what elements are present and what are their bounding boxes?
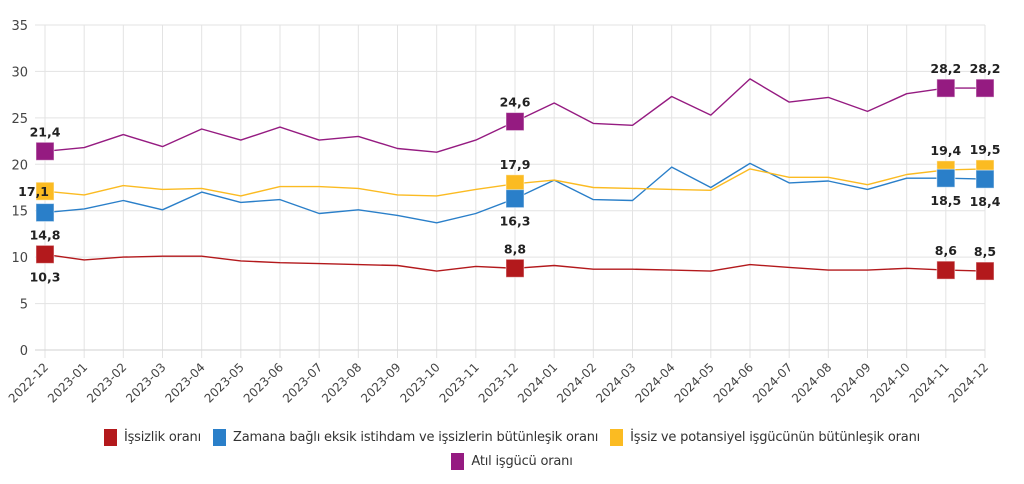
legend-item[interactable]: İşsizlik oranı	[103, 428, 201, 446]
data-label: 10,3	[30, 269, 61, 284]
x-tick-label: 2023-12	[476, 360, 521, 405]
data-label: 18,4	[970, 194, 1001, 209]
data-point-marker	[35, 181, 55, 201]
data-point-marker	[35, 141, 55, 161]
x-tick-label: 2022-12	[6, 360, 51, 405]
x-tick-label: 2024-06	[711, 360, 756, 405]
legend-row: İşsizlik oranı Zamana bağlı eksik istihda…	[0, 425, 1024, 449]
x-tick-label: 2024-11	[907, 360, 952, 405]
x-tick-label: 2023-01	[45, 360, 90, 405]
x-tick-label: 2024-02	[554, 360, 599, 405]
data-label: 17,9	[500, 157, 531, 172]
y-tick-label: 20	[11, 158, 28, 173]
data-label: 28,2	[970, 61, 1001, 76]
data-point-marker	[35, 203, 55, 223]
legend: İşsizlik oranı Zamana bağlı eksik istihda…	[0, 425, 1024, 473]
data-label: 14,8	[30, 228, 61, 243]
data-label: 17,1	[18, 184, 49, 199]
y-tick-label: 0	[20, 344, 28, 359]
data-point-marker	[975, 78, 995, 98]
x-axis: 2022-122023-012023-022023-032023-042023-…	[6, 360, 991, 405]
y-tick-label: 5	[20, 298, 28, 313]
y-tick-label: 25	[11, 112, 28, 127]
data-label: 19,4	[930, 143, 961, 158]
legend-label: İşsiz ve potansiyel işgücünün bütünleşik…	[630, 429, 921, 445]
data-point-marker	[35, 244, 55, 264]
legend-label: Atıl işgücü oranı	[471, 453, 573, 469]
data-point-marker	[505, 189, 525, 209]
legend-row: Atıl işgücü oranı	[0, 449, 1024, 473]
x-tick-label: 2024-05	[672, 360, 717, 405]
data-point-marker	[936, 78, 956, 98]
x-tick-label: 2023-09	[358, 360, 403, 405]
legend-item[interactable]: Zamana bağlı eksik istihdam ve işsizleri…	[212, 428, 599, 446]
legend-label: Zamana bağlı eksik istihdam ve işsizleri…	[232, 429, 599, 445]
y-tick-label: 35	[11, 19, 28, 34]
x-tick-label: 2024-09	[828, 360, 873, 405]
legend-swatch	[610, 428, 624, 446]
data-point-marker	[975, 261, 995, 281]
y-axis: 0 5 10 15 20 25 30 35	[11, 19, 28, 359]
y-tick-label: 30	[11, 65, 28, 80]
data-label: 19,5	[970, 142, 1001, 157]
series-markers	[35, 78, 995, 281]
data-label: 16,3	[500, 214, 531, 229]
data-label: 8,6	[935, 243, 957, 258]
legend-swatch	[103, 428, 117, 446]
data-point-marker	[936, 260, 956, 280]
y-tick-label: 10	[11, 251, 28, 266]
x-tick-label: 2024-10	[867, 360, 912, 405]
x-tick-label: 2024-08	[789, 360, 834, 405]
data-point-marker	[936, 168, 956, 188]
legend-item[interactable]: İşsiz ve potansiyel işgücünün bütünleşik…	[610, 428, 921, 446]
x-tick-label: 2023-04	[162, 360, 207, 405]
x-tick-label: 2024-03	[593, 360, 638, 405]
data-labels: 10,3 8,8 8,6 8,5 14,8 16,3 18,5 18,4 17,1 17,9 19,…	[18, 61, 1001, 284]
data-label: 21,4	[30, 124, 61, 139]
x-tick-label: 2024-04	[632, 360, 677, 405]
x-tick-label: 2023-06	[241, 360, 286, 405]
legend-swatch	[212, 428, 226, 446]
data-point-marker	[975, 169, 995, 189]
legend-label: İşsizlik oranı	[123, 429, 201, 445]
data-label: 8,8	[504, 241, 526, 256]
legend-item[interactable]: Atıl işgücü oranı	[451, 452, 573, 470]
x-tick-label: 2023-07	[280, 360, 325, 405]
x-tick-label: 2023-03	[123, 360, 168, 405]
x-tick-label: 2024-07	[750, 360, 795, 405]
x-tick-label: 2023-02	[84, 360, 129, 405]
data-point-marker	[505, 258, 525, 278]
x-tick-label: 2023-10	[397, 360, 442, 405]
x-tick-label: 2024-12	[946, 360, 991, 405]
x-tick-label: 2023-11	[437, 360, 482, 405]
y-tick-label: 15	[11, 205, 28, 220]
data-point-marker	[505, 112, 525, 132]
data-label: 28,2	[930, 61, 961, 76]
data-label: 24,6	[500, 95, 531, 110]
x-tick-label: 2024-01	[515, 360, 560, 405]
data-label: 18,5	[930, 193, 961, 208]
x-tick-label: 2023-05	[202, 360, 247, 405]
data-label: 8,5	[974, 244, 996, 259]
x-tick-label: 2023-08	[319, 360, 364, 405]
legend-swatch	[451, 452, 465, 470]
